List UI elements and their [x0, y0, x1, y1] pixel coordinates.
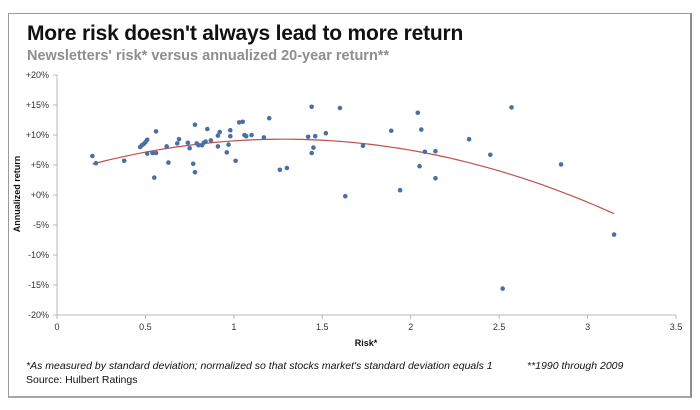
data-point — [208, 138, 214, 143]
data-point — [228, 127, 233, 133]
chart-frame — [8, 13, 692, 398]
data-point — [205, 126, 210, 132]
data-point — [144, 151, 150, 156]
data-point — [433, 148, 438, 154]
data-point — [388, 128, 394, 134]
data-point — [261, 135, 267, 140]
y-tick-label: -5% — [33, 220, 49, 230]
data-point — [215, 133, 221, 138]
data-point — [90, 153, 95, 159]
data-point — [249, 132, 254, 138]
data-point — [226, 142, 231, 147]
data-point — [121, 158, 127, 164]
data-point — [309, 104, 314, 110]
data-point — [323, 130, 329, 136]
data-point — [192, 169, 198, 175]
data-point — [419, 127, 424, 132]
data-point — [153, 129, 159, 134]
data-point — [422, 149, 428, 155]
data-point — [360, 143, 366, 149]
data-point — [309, 150, 314, 156]
data-point — [185, 140, 191, 146]
risk-footnote: *As measured by standard deviation; norm… — [26, 360, 493, 372]
y-tick-label: -15% — [28, 280, 49, 290]
data-point — [558, 162, 564, 167]
data-point — [433, 175, 438, 181]
x-tick-label: 1 — [231, 322, 236, 332]
x-tick-label: 2.5 — [493, 322, 506, 332]
data-point — [236, 120, 242, 125]
trendline — [92, 138, 615, 215]
x-tick-label: 3 — [585, 322, 590, 332]
data-point — [233, 158, 238, 164]
data-point — [192, 122, 198, 128]
tick-labels: +20% +15% +10% +5% +0% -5% -10% -15% -20% 0 0.5 1 1.… — [26, 70, 683, 332]
chart-subtitle: Newsletters' risk* versus annualized 20-… — [27, 48, 390, 64]
data-point — [240, 119, 245, 125]
data-point — [488, 152, 493, 158]
x-axis-title: Risk* — [355, 338, 378, 348]
data-point — [312, 133, 318, 139]
data-point — [228, 133, 233, 139]
chart-title: More risk doesn't always lead to more re… — [27, 22, 464, 45]
data-point — [190, 161, 196, 167]
source-note: Source: Hulbert Ratings — [26, 374, 138, 386]
data-point — [417, 163, 422, 169]
data-point — [176, 136, 182, 142]
y-tick-label: +15% — [26, 100, 49, 110]
data-point — [611, 232, 617, 237]
data-point — [153, 150, 159, 156]
x-tick-label: 0.5 — [139, 322, 152, 332]
data-point — [93, 160, 99, 166]
data-point — [311, 145, 316, 150]
data-point — [174, 141, 180, 146]
data-point — [284, 165, 290, 171]
data-point — [509, 105, 514, 110]
data-point — [415, 110, 421, 116]
data-point — [217, 129, 223, 135]
data-point — [342, 193, 348, 199]
data-point — [224, 150, 230, 155]
data-point — [466, 136, 472, 142]
data-point — [150, 150, 155, 156]
data-point — [144, 137, 150, 143]
data-point — [187, 145, 192, 151]
data-point — [196, 142, 201, 148]
data-point — [166, 160, 171, 165]
data-point — [277, 167, 283, 173]
y-tick-label: -20% — [28, 310, 49, 320]
y-tick-label: +10% — [26, 130, 49, 140]
data-point — [500, 286, 505, 291]
data-point — [266, 115, 272, 121]
data-point — [397, 187, 403, 193]
period-footnote: **1990 through 2009 — [527, 360, 624, 372]
data-points — [90, 104, 617, 291]
axes — [53, 74, 677, 319]
y-tick-label: +0% — [31, 190, 49, 200]
x-tick-label: 0 — [54, 322, 59, 332]
y-tick-label: +20% — [26, 70, 49, 80]
data-point — [203, 139, 208, 144]
data-point — [337, 105, 343, 111]
y-tick-label: -10% — [28, 250, 49, 260]
x-tick-label: 2 — [408, 322, 413, 332]
data-point — [243, 133, 249, 139]
y-tick-label: +5% — [31, 160, 49, 170]
x-tick-label: 3.5 — [670, 322, 683, 332]
data-point — [305, 134, 311, 140]
x-tick-label: 1.5 — [316, 322, 329, 332]
trendline-group — [92, 138, 615, 215]
data-point — [215, 144, 221, 149]
y-axis-title: Annualized return — [12, 156, 22, 233]
data-point — [164, 144, 169, 149]
data-point — [151, 175, 157, 180]
